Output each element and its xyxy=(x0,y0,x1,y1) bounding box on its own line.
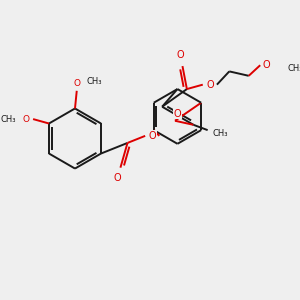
Text: O: O xyxy=(177,50,184,61)
Text: CH₃: CH₃ xyxy=(288,64,300,73)
Text: CH₃: CH₃ xyxy=(213,129,229,138)
Text: CH₃: CH₃ xyxy=(86,77,102,86)
Text: O: O xyxy=(206,80,214,90)
Text: O: O xyxy=(148,131,156,141)
Text: O: O xyxy=(262,60,270,70)
Text: CH₃: CH₃ xyxy=(1,115,16,124)
Text: O: O xyxy=(22,115,29,124)
Text: O: O xyxy=(114,173,122,183)
Text: O: O xyxy=(174,109,182,119)
Text: O: O xyxy=(73,79,80,88)
